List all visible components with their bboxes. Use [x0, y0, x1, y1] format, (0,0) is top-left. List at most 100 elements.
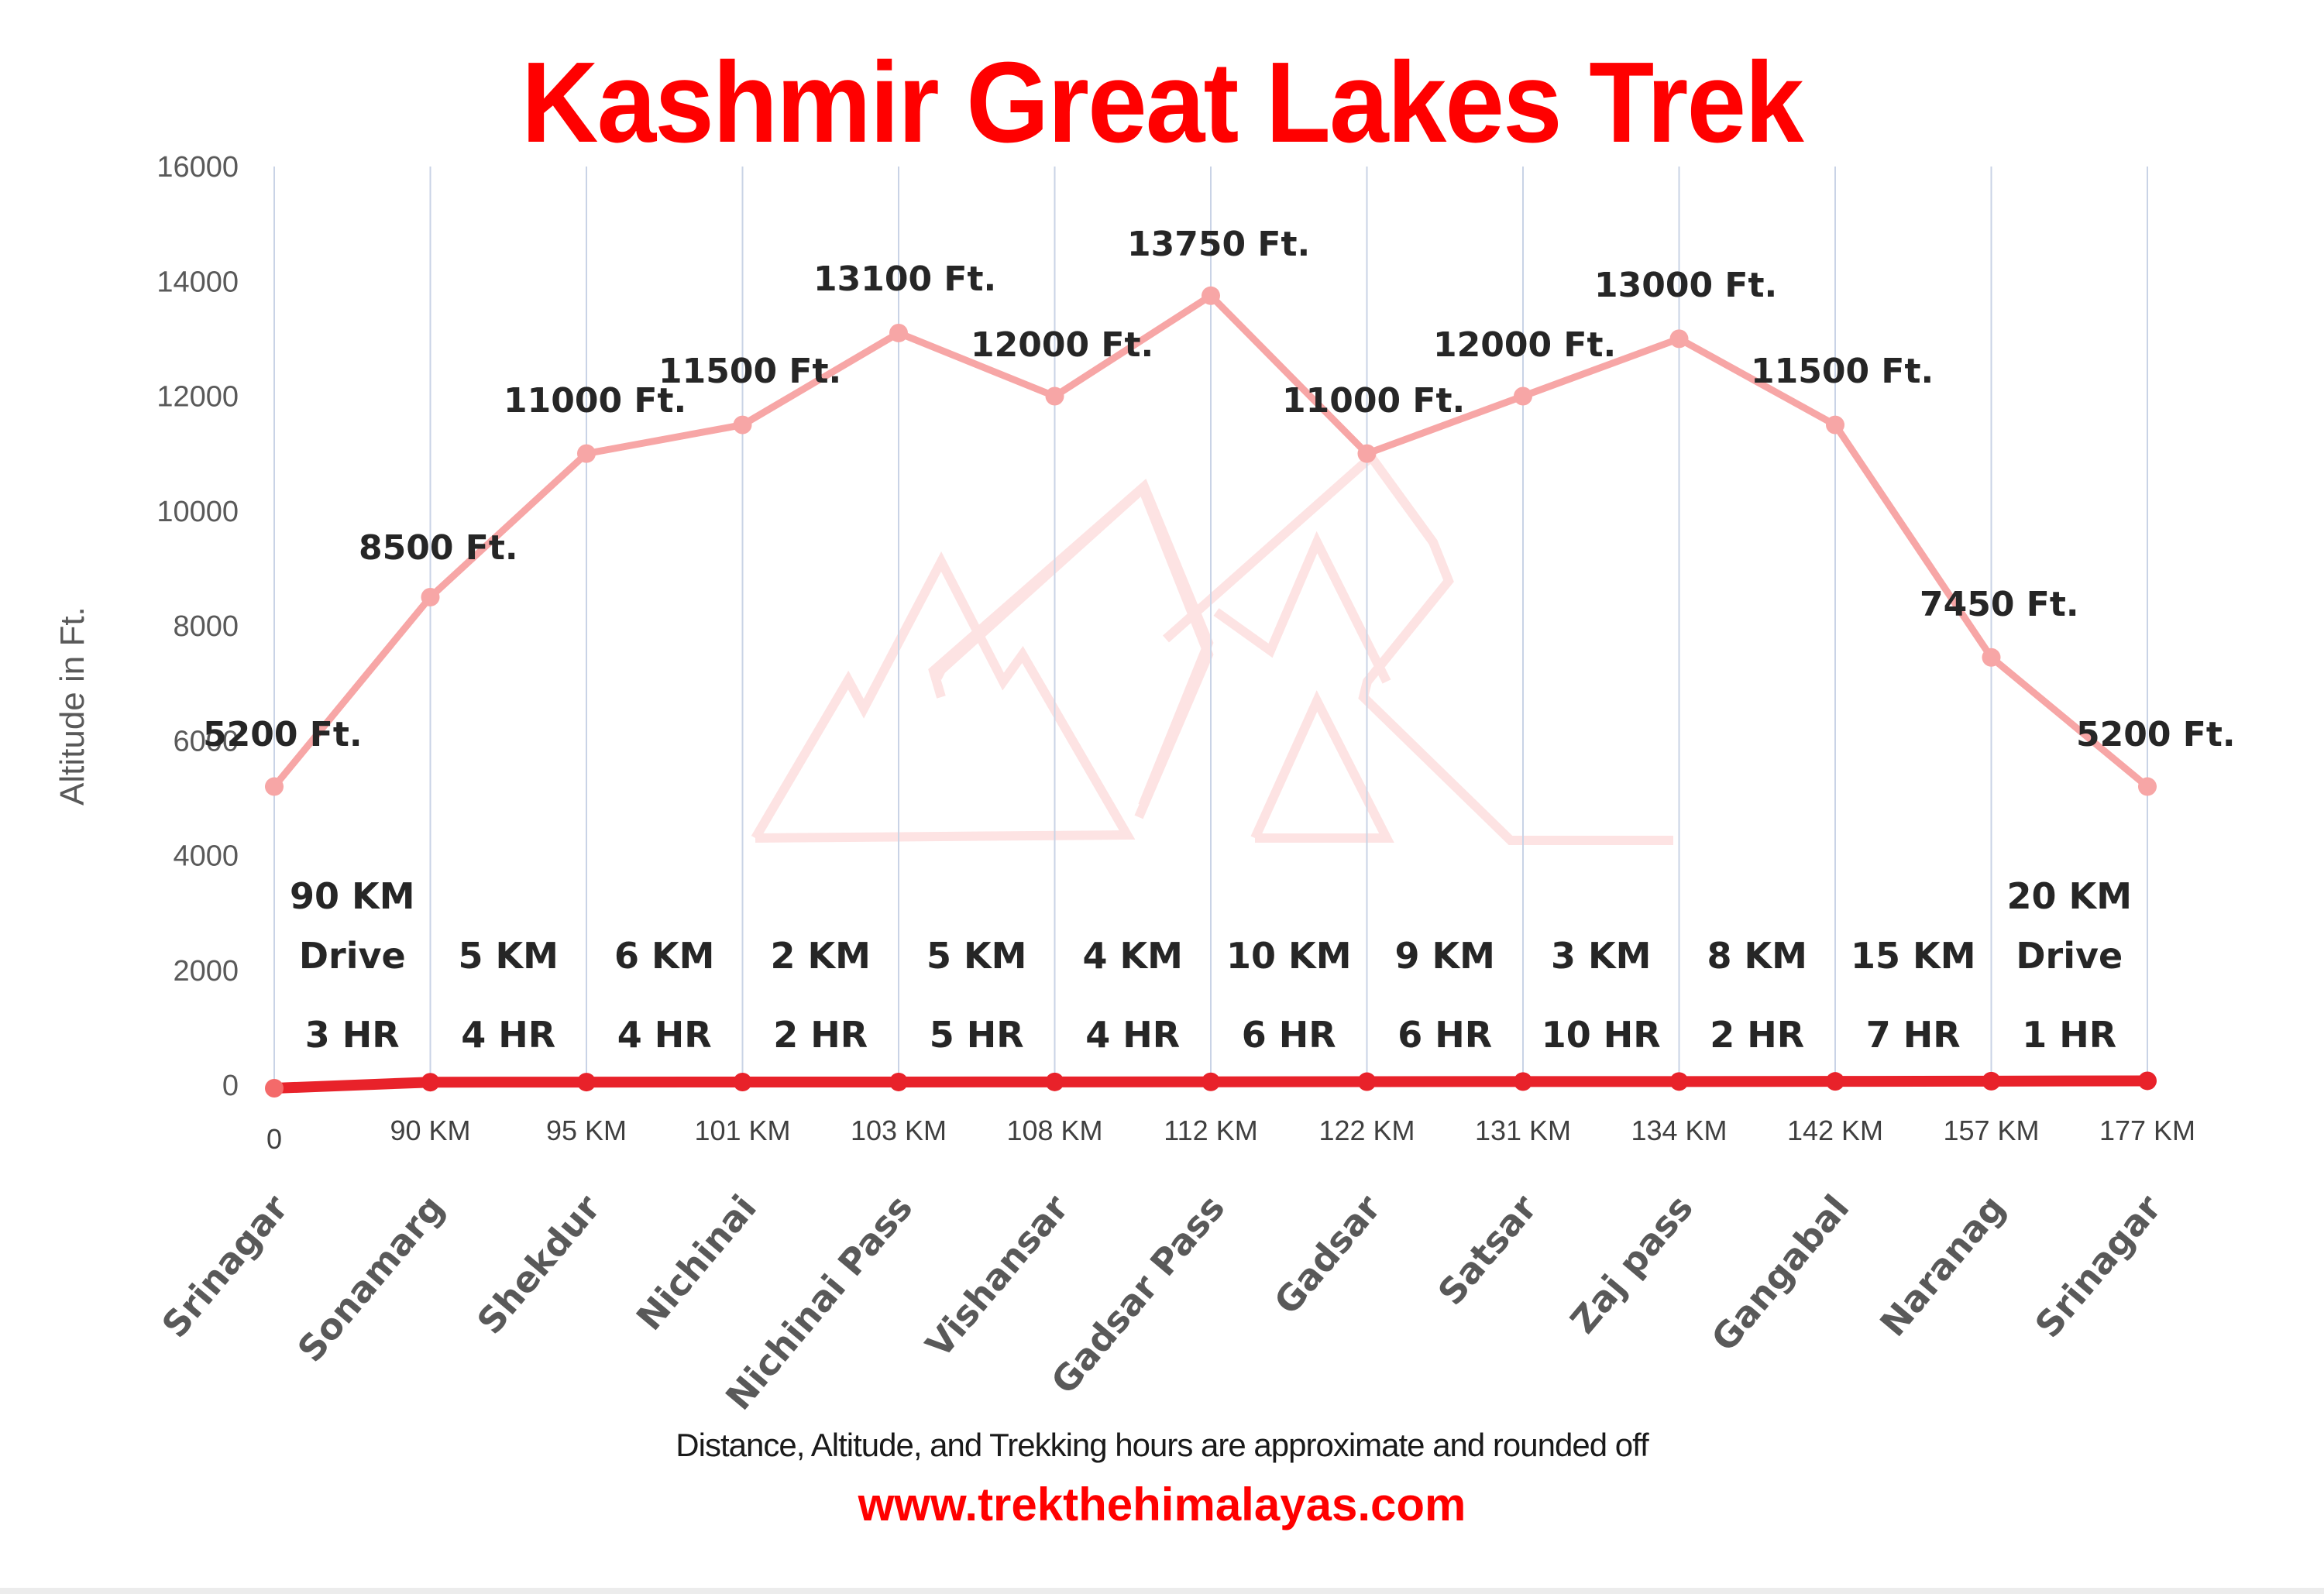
y-tick-label: 14000 — [156, 266, 239, 298]
altitude-label: 13750 Ft. — [1127, 225, 1310, 264]
segment-time: 2 HR — [1710, 1014, 1804, 1056]
segment-time: 4 HR — [461, 1014, 555, 1056]
y-axis-label: Altitude in Ft. — [53, 606, 91, 806]
altitude-marker — [889, 323, 908, 342]
distance-marker — [733, 1072, 752, 1091]
distance-marker — [1202, 1072, 1220, 1091]
altitude-marker — [265, 777, 284, 796]
altitude-marker — [733, 415, 752, 435]
segment-distance: 15 KM — [1851, 935, 1975, 977]
mountain-watermark-icon — [751, 450, 1673, 845]
altitude-label: 13000 Ft. — [1594, 266, 1777, 305]
place-label: Srinagar — [153, 1187, 296, 1345]
segment-mode: Drive — [299, 935, 406, 977]
segment-distance: 8 KM — [1707, 935, 1807, 977]
segment-time: 6 HR — [1397, 1014, 1492, 1056]
distance-marker — [1514, 1072, 1532, 1091]
altitude-series — [265, 286, 2157, 796]
segment-time: 7 HR — [1866, 1014, 1961, 1056]
y-tick-label: 6000 — [173, 725, 239, 757]
altitude-label: 5200 Ft. — [203, 715, 363, 754]
bottom-border — [0, 1588, 2324, 1594]
y-tick-label: 12000 — [156, 381, 239, 414]
distance-tick-label: 101 KM — [694, 1115, 790, 1146]
distance-tick-label: 177 KM — [2099, 1115, 2195, 1146]
altitude-label: 5200 Ft. — [2076, 715, 2236, 754]
segment-distance: 9 KM — [1395, 935, 1495, 977]
segment-time: 4 HR — [617, 1014, 712, 1056]
place-label: Zaj pass — [1562, 1187, 1701, 1341]
altitude-marker — [577, 444, 596, 463]
segment-time: 6 HR — [1242, 1014, 1336, 1056]
place-label: Naranag — [1872, 1187, 2013, 1344]
vertical-gridlines — [273, 167, 2148, 1085]
altitude-data-labels: 5200 Ft.8500 Ft.11000 Ft.11500 Ft.13100 … — [203, 225, 2236, 754]
y-tick-label: 8000 — [173, 610, 239, 643]
segment-distance: 5 KM — [459, 935, 559, 977]
segment-time: 2 HR — [773, 1014, 868, 1056]
altitude-label: 12000 Ft. — [971, 325, 1153, 365]
distance-tick-label: 134 KM — [1631, 1115, 1727, 1146]
segment-distance: 6 KM — [614, 935, 714, 977]
place-label: Vishansar — [917, 1187, 1077, 1366]
distance-tick-label: 131 KM — [1475, 1115, 1571, 1146]
segment-distance: 20 KM — [2007, 875, 2132, 917]
distance-marker — [889, 1072, 908, 1091]
segment-distance: 4 KM — [1083, 935, 1183, 977]
altitude-label: 12000 Ft. — [1433, 325, 1616, 365]
segment-time: 5 HR — [930, 1014, 1024, 1056]
place-label: Srinagar — [2027, 1187, 2169, 1345]
altitude-label: 11500 Ft. — [1751, 352, 1934, 391]
distance-tick-label: 0 — [266, 1123, 282, 1155]
distance-marker — [2138, 1071, 2157, 1091]
altitude-label: 11000 Ft. — [504, 381, 686, 421]
segment-time: 1 HR — [2022, 1014, 2116, 1056]
altitude-marker — [1982, 648, 2001, 667]
distance-tick-label: 95 KM — [546, 1115, 627, 1146]
segment-time: 4 HR — [1085, 1014, 1180, 1056]
segment-distance: 3 KM — [1551, 935, 1651, 977]
disclaimer-note: Distance, Altitude, and Trekking hours a… — [676, 1427, 1648, 1463]
altitude-marker — [1202, 286, 1220, 305]
altitude-marker — [1826, 415, 1844, 435]
segment-time: 10 HR — [1542, 1014, 1661, 1056]
altitude-marker — [1669, 329, 1689, 349]
altitude-label: 11500 Ft. — [658, 352, 841, 391]
segment-time: 3 HR — [305, 1014, 400, 1056]
website-link[interactable]: www.trekthehimalayas.com — [858, 1479, 1466, 1530]
distance-marker — [577, 1073, 596, 1092]
y-axis-ticks: 0 2000 4000 6000 8000 10000 12000 14000 16000 — [156, 151, 239, 1102]
distance-tick-label: 122 KM — [1318, 1115, 1415, 1146]
segment-distance: 90 KM — [290, 875, 414, 917]
place-label: Gangabal — [1703, 1187, 1857, 1359]
distance-marker — [1669, 1072, 1689, 1091]
place-label: Sonamarg — [289, 1187, 452, 1369]
distance-axis-labels: 0 90 KM 95 KM 101 KM 103 KM 108 KM 112 KM 122 K… — [266, 1115, 2195, 1155]
segment-labels: 90 KM Drive 3 HR 5 KM 4 HR 6 KM 4 HR 2 KM 2 HR 5 … — [290, 875, 2132, 1056]
distance-marker — [1357, 1072, 1377, 1091]
altitude-label: 7450 Ft. — [1920, 585, 2079, 624]
altitude-marker — [1514, 386, 1532, 406]
segment-mode: Drive — [2016, 935, 2123, 977]
distance-tick-label: 90 KM — [390, 1115, 470, 1146]
segment-distance: 2 KM — [771, 935, 871, 977]
distance-marker — [1982, 1071, 2001, 1091]
altitude-label: 11000 Ft. — [1282, 381, 1465, 421]
altitude-marker — [2138, 777, 2157, 796]
place-label: Satsar — [1430, 1187, 1545, 1313]
distance-tick-label: 142 KM — [1787, 1115, 1883, 1146]
place-label: Gadsar — [1266, 1187, 1389, 1322]
distance-marker — [1826, 1072, 1844, 1091]
place-label: Nichinai — [628, 1187, 765, 1338]
altitude-label: 13100 Ft. — [813, 259, 996, 299]
distance-marker — [265, 1079, 284, 1098]
y-tick-label: 4000 — [173, 840, 239, 873]
distance-tick-label: 103 KM — [851, 1115, 947, 1146]
segment-distance: 5 KM — [927, 935, 1026, 977]
altitude-marker — [421, 587, 440, 606]
chart-title: Kashmir Great Lakes Trek — [521, 39, 1804, 167]
altitude-label: 8500 Ft. — [359, 528, 518, 568]
distance-tick-label: 157 KM — [1943, 1115, 2039, 1146]
